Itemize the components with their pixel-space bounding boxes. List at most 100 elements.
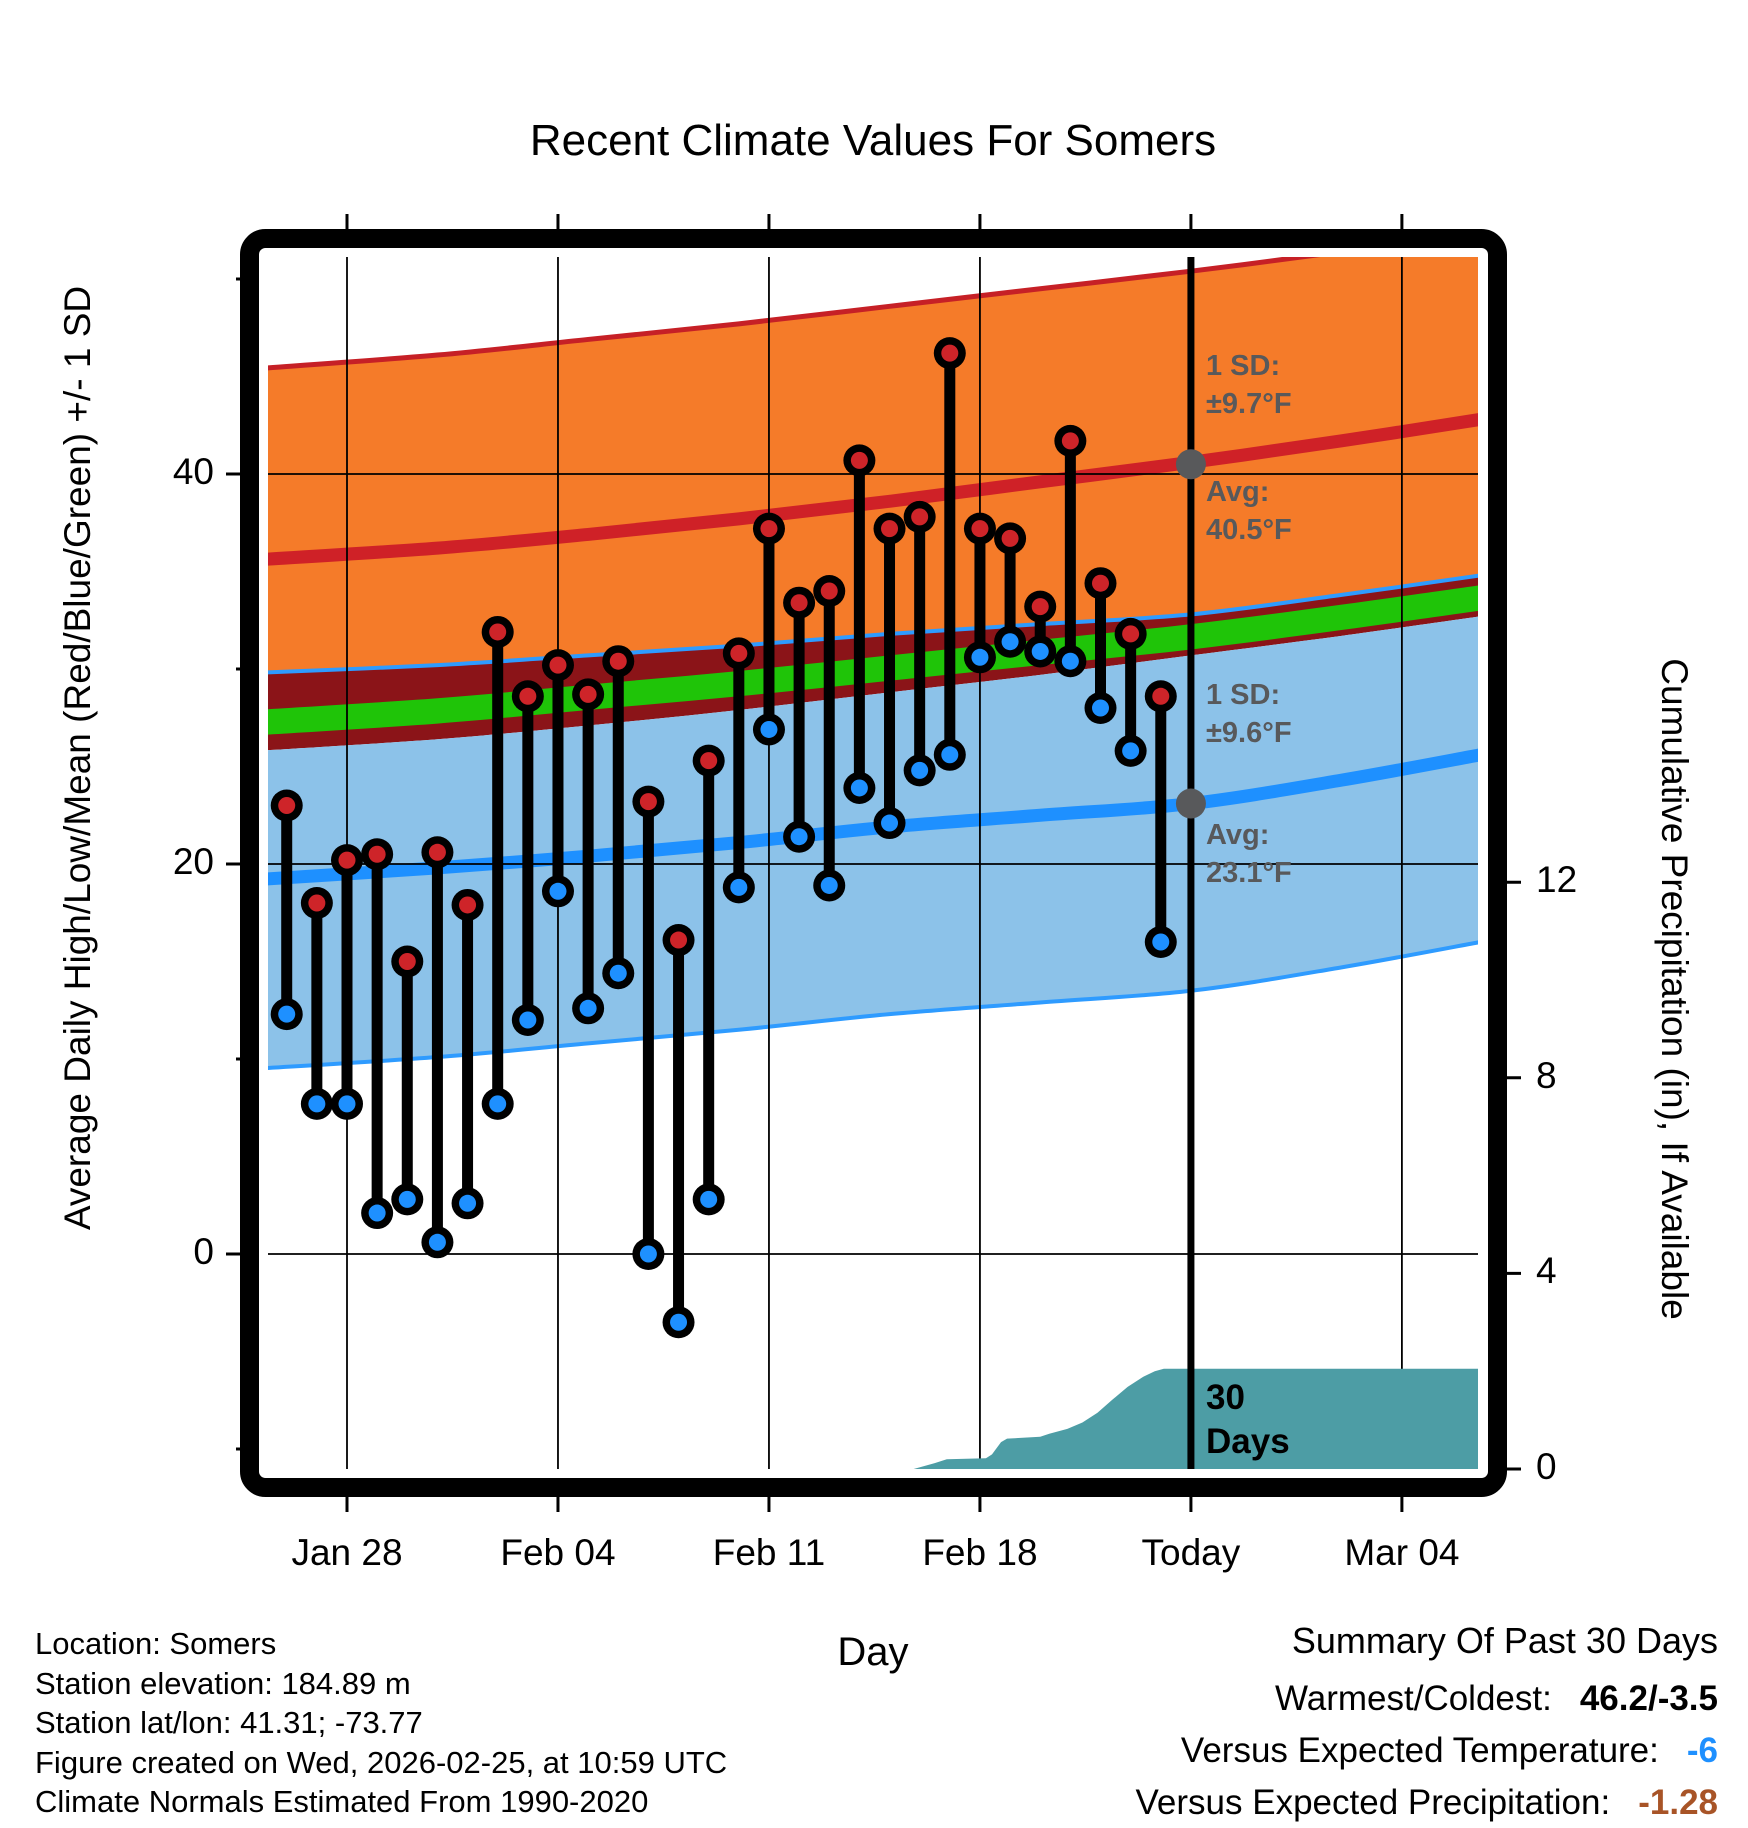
- lollipop-feb-08: [662, 924, 695, 1339]
- x-tick-label: Feb 18: [922, 1532, 1038, 1573]
- low-band-bottom-edge: [268, 940, 1478, 1071]
- annotation-low-sd-line2: ±9.6°F: [1206, 717, 1292, 749]
- low-dot: [549, 882, 567, 900]
- lollipop-feb-18: [963, 512, 996, 674]
- y-right-tick-label: 4: [1536, 1250, 1557, 1292]
- annotation-high-sd-line2: ±9.7°F: [1206, 388, 1292, 420]
- low-dot: [519, 1011, 537, 1029]
- low-dot: [1122, 742, 1140, 760]
- annotation-high-avg-line2: 40.5°F: [1206, 514, 1292, 546]
- y-left-tick-label: 0: [193, 1231, 214, 1272]
- low-dot: [1092, 699, 1109, 717]
- low-dot: [971, 648, 989, 666]
- lollipop-feb-14: [843, 444, 876, 804]
- high-dot: [911, 508, 929, 526]
- lollipop-feb-09: [692, 744, 725, 1216]
- low-dot: [639, 1245, 657, 1263]
- lollipop-feb-22: [1084, 567, 1117, 724]
- y-axis-label-left: Average Daily High/Low/Mean (Red/Blue/Gr…: [57, 285, 98, 1231]
- low-dot: [489, 1095, 507, 1113]
- low-dot: [1152, 933, 1170, 951]
- x-tick-label: Today: [1141, 1532, 1241, 1573]
- high-dot: [881, 520, 899, 538]
- summary-label: Warmest/Coldest:: [1275, 1679, 1552, 1718]
- chart-title: Recent Climate Values For Somers: [529, 116, 1217, 165]
- low-dot: [308, 1095, 326, 1113]
- summary-row-vs-temperature: Versus Expected Temperature: -6: [1136, 1731, 1718, 1771]
- high-dot: [278, 797, 296, 814]
- lollipop-feb-17: [933, 337, 966, 771]
- low-dot: [1001, 633, 1019, 651]
- high-dot: [1122, 625, 1140, 643]
- station-metadata: Location: Somers Station elevation: 184.…: [35, 1624, 727, 1822]
- lollipop-jan-31: [421, 836, 454, 1259]
- x-tick-label: Feb 04: [500, 1532, 616, 1573]
- lollipop-feb-01: [451, 888, 484, 1220]
- low-dot: [278, 1005, 296, 1023]
- annotation-high-sd: 1 SD: ±9.7°F: [1206, 347, 1292, 423]
- y-right-tick-label: 12: [1536, 859, 1578, 901]
- high-dot: [1092, 574, 1109, 592]
- low-dot: [700, 1190, 718, 1208]
- high-dot: [700, 752, 718, 770]
- lollipop-feb-24: [1144, 680, 1177, 958]
- lollipop-jan-29: [361, 838, 394, 1230]
- high-dot: [428, 843, 446, 861]
- y-left-tick-label: 40: [172, 451, 214, 492]
- annotation-low-sd: 1 SD: ±9.6°F: [1206, 676, 1292, 752]
- summary-panel: Summary Of Past 30 Days Warmest/Coldest:…: [1136, 1620, 1719, 1828]
- low-dot: [1061, 652, 1079, 670]
- summary-title: Summary Of Past 30 Days: [1291, 1620, 1718, 1661]
- annotation-low-avg-line1: Avg:: [1206, 819, 1270, 851]
- lollipop-feb-20: [1024, 590, 1057, 668]
- low-dot: [428, 1233, 446, 1251]
- low-dot: [730, 878, 748, 896]
- low-dot: [760, 720, 778, 738]
- high-dot: [549, 656, 567, 674]
- meta-normals: Climate Normals Estimated From 1990-2020: [35, 1784, 649, 1819]
- high-dot: [790, 594, 808, 612]
- low-dot: [1031, 642, 1049, 660]
- low-dot: [338, 1095, 356, 1113]
- x-tick-label: Jan 28: [291, 1532, 403, 1573]
- summary-label: Versus Expected Temperature:: [1180, 1731, 1659, 1770]
- lollipop-jan-28: [331, 844, 363, 1120]
- high-dot: [1061, 432, 1079, 450]
- lollipop-jan-27: [300, 887, 333, 1120]
- high-dot: [639, 793, 657, 811]
- annotation-low-sd-line1: 1 SD:: [1206, 679, 1281, 711]
- lollipop-feb-06: [602, 645, 635, 990]
- annotation-low-avg-line2: 23.1°F: [1206, 857, 1292, 889]
- gridlines: [268, 257, 1478, 1469]
- meta-created: Figure created on Wed, 2026-02-25, at 10…: [35, 1744, 728, 1780]
- high-band-top-edge: [268, 257, 1321, 371]
- lollipop-feb-12: [783, 586, 816, 853]
- summary-row-vs-precipitation: Versus Expected Precipitation: -1.28: [1136, 1783, 1719, 1823]
- low-temp-band: [268, 616, 1478, 1069]
- low-dot: [881, 814, 899, 832]
- lollipop-feb-16: [903, 500, 936, 787]
- meta-latlon: Station lat/lon: 41.31; -73.77: [35, 1705, 423, 1740]
- high-dot: [670, 931, 688, 949]
- precip-window-label: 30 Days: [1206, 1376, 1290, 1464]
- lollipop-feb-04: [541, 649, 574, 908]
- high-dot: [338, 851, 356, 869]
- high-dot: [1152, 687, 1170, 705]
- lollipop-jan-30: [391, 945, 424, 1216]
- high-dot: [1001, 529, 1019, 547]
- precip-window-line2: Days: [1206, 1422, 1290, 1461]
- low-dot: [820, 876, 838, 894]
- high-dot: [459, 896, 477, 914]
- annotation-low-avg: Avg: 23.1°F: [1206, 816, 1292, 892]
- meta-location: Location: Somers: [35, 1626, 277, 1661]
- mean-temp-band: [268, 585, 1478, 735]
- y-axis-label-right: Cumulative Precipitation (in), If Availa…: [1654, 658, 1695, 1320]
- annotation-high-avg: Avg: 40.5°F: [1206, 473, 1292, 549]
- x-tick-label: Feb 11: [712, 1532, 826, 1573]
- low-dot: [911, 761, 929, 779]
- daily-observations: [270, 337, 1177, 1339]
- y-right-tick-label: 8: [1536, 1054, 1557, 1096]
- high-dot: [850, 451, 868, 469]
- high-dot: [398, 953, 416, 970]
